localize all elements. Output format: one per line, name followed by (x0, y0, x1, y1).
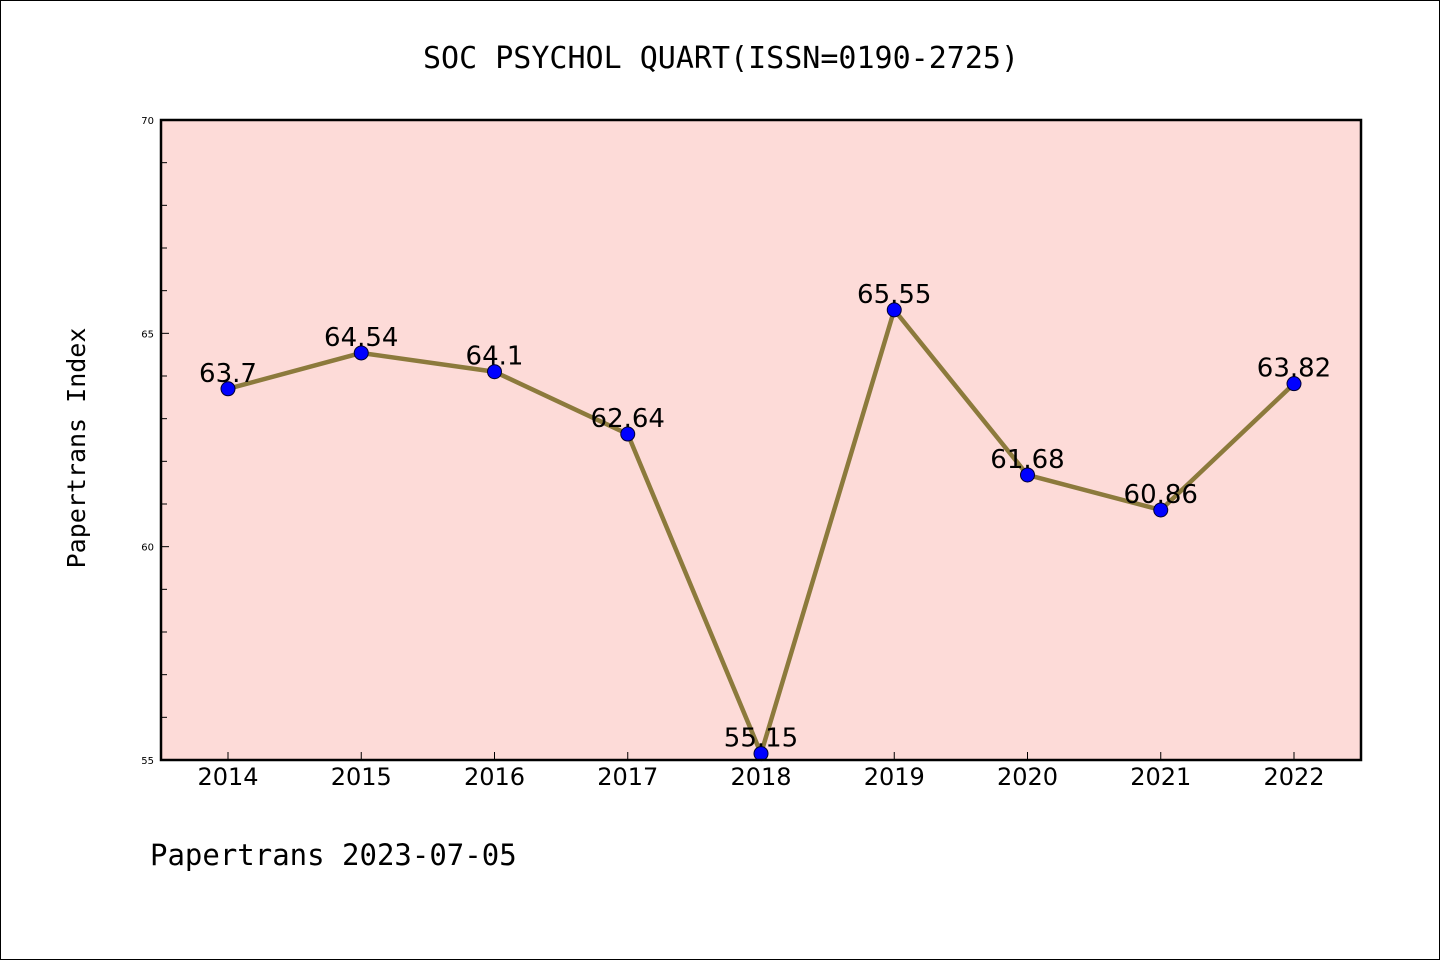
data-point (886, 302, 902, 318)
data-label: 65.55 (857, 280, 931, 310)
x-tick-label: 2014 (197, 763, 258, 791)
x-tick-label: 2021 (1130, 763, 1191, 791)
x-tick-label: 2019 (864, 763, 925, 791)
y-tick-label: 60 (141, 543, 154, 554)
data-label: 64.54 (324, 323, 398, 353)
data-label: 63.82 (1257, 354, 1331, 384)
data-point (487, 364, 502, 380)
series-layer (220, 302, 1302, 762)
y-axis-label: Papertrans Index (62, 328, 91, 569)
data-point (1020, 467, 1035, 483)
data-label: 60.86 (1124, 480, 1198, 510)
x-tick-label: 2020 (997, 763, 1058, 791)
data-point (620, 426, 636, 442)
x-tick-label: 2017 (597, 763, 658, 791)
x-tick-label: 2022 (1263, 763, 1324, 791)
data-point (353, 345, 369, 361)
plot-area (161, 120, 1361, 760)
data-point (1286, 376, 1302, 392)
y-tick-label: 55 (141, 756, 154, 767)
x-tick-label: 2018 (730, 763, 791, 791)
y-tick-label: 65 (141, 329, 154, 340)
data-label: 62.64 (591, 404, 665, 434)
data-label: 55.15 (724, 724, 798, 754)
y-tick-label: 70 (141, 116, 154, 127)
data-point (220, 381, 236, 397)
data-label: 61.68 (990, 445, 1064, 475)
plot-border (159, 118, 1363, 762)
x-tick-label: 2016 (464, 763, 525, 791)
data-label: 64.1 (466, 342, 524, 372)
x-tick-label: 2015 (331, 763, 392, 791)
x-axis-ticks: 2014 2015 2016 2017 2018 2019 2020 2021 2022 (197, 752, 1325, 791)
footer-text: Papertrans 2023-07-05 (150, 838, 517, 872)
data-labels: 63.7 64.54 64.1 62.64 55.15 65.55 61.68 60.86 63… (199, 280, 1331, 754)
data-point (1153, 502, 1169, 518)
chart-title: SOC PSYCHOL QUART(ISSN=0190-2725) (423, 41, 1019, 76)
data-label: 63.7 (199, 359, 257, 389)
